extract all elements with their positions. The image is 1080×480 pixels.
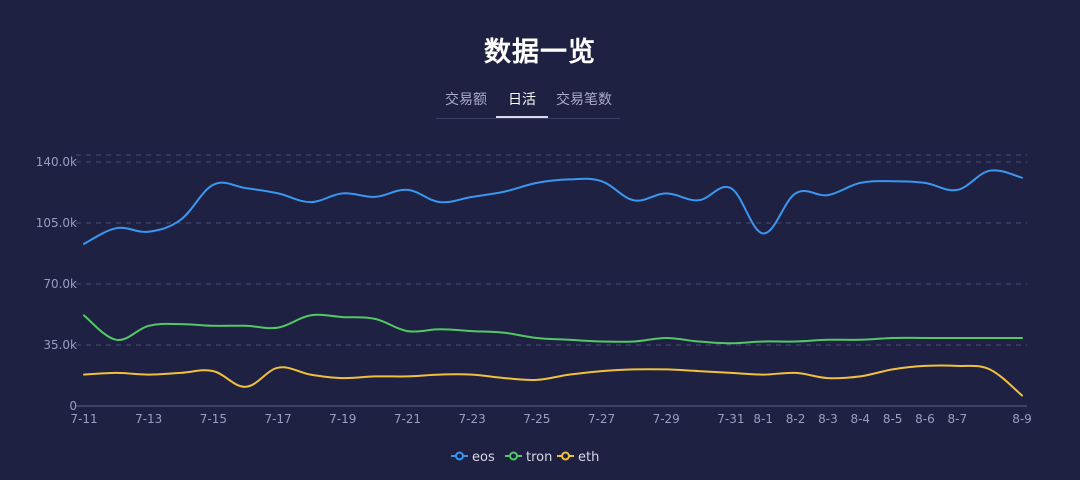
series-line-eth: [83, 364, 1023, 397]
x-tick-label: 8-3: [818, 412, 838, 426]
tab-bar: 交易额 日活 交易笔数: [436, 88, 620, 119]
y-tick-label: 0: [69, 399, 77, 413]
y-tick-label: 105.0k: [36, 216, 77, 230]
x-tick-label: 7-29: [653, 412, 680, 426]
series-line-eos: [83, 169, 1023, 245]
x-tick-label: 8-6: [915, 412, 935, 426]
tab-daily-active[interactable]: 日活: [496, 88, 548, 118]
page-title: 数据一览: [484, 37, 596, 68]
legend-label-eth: eth: [578, 450, 599, 465]
x-tick-label: 7-15: [200, 412, 227, 426]
tab-transaction-count[interactable]: 交易笔数: [556, 92, 612, 108]
x-tick-label: 7-17: [264, 412, 291, 426]
x-tick-label: 8-4: [850, 412, 870, 426]
x-tick-label: 8-2: [786, 412, 806, 426]
x-tick-label: 8-7: [948, 412, 968, 426]
legend-marker-tron: [509, 451, 518, 461]
x-tick-label: 8-9: [1012, 412, 1032, 426]
y-tick-label: 70.0k: [43, 277, 77, 291]
legend-marker-eos: [455, 451, 464, 461]
x-tick-label: 7-27: [588, 412, 615, 426]
x-tick-label: 7-31: [717, 412, 744, 426]
y-tick-label: 35.0k: [43, 338, 77, 352]
legend-label-eos: eos: [472, 450, 495, 465]
tab-transaction-amount[interactable]: 交易额: [445, 92, 487, 108]
x-tick-label: 7-21: [394, 412, 421, 426]
legend-marker-eth: [561, 451, 570, 461]
x-tick-label: 8-1: [753, 412, 773, 426]
y-tick-label: 140.0k: [36, 155, 77, 169]
x-tick-label: 7-25: [523, 412, 550, 426]
x-tick-label: 7-19: [329, 412, 356, 426]
x-tick-label: 7-11: [70, 412, 97, 426]
x-tick-label: 8-5: [883, 412, 903, 426]
series-line-tron: [83, 313, 1023, 345]
x-tick-label: 7-23: [459, 412, 486, 426]
legend-label-tron: tron: [526, 450, 552, 465]
x-tick-label: 7-13: [135, 412, 162, 426]
